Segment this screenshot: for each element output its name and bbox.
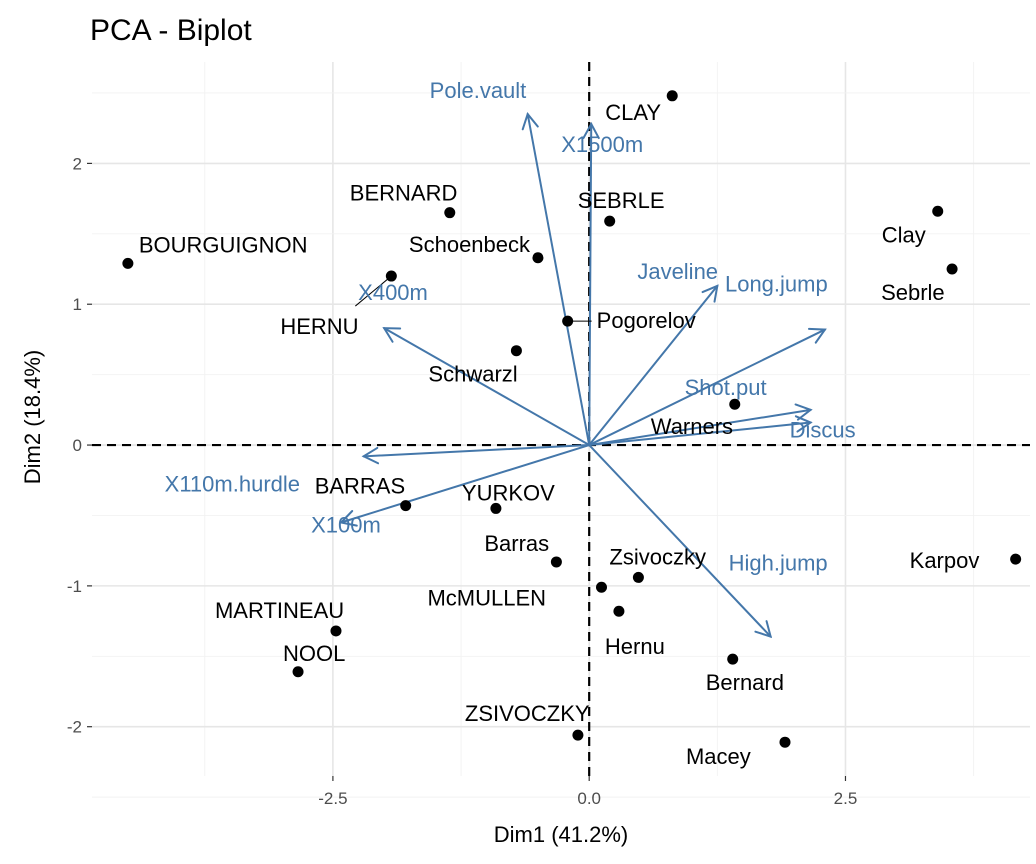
arrowhead-pole-vault xyxy=(521,112,539,131)
y-tick-label: 2 xyxy=(73,154,82,173)
arrowhead-high-jump xyxy=(754,620,773,639)
point-schwarzl xyxy=(510,345,522,357)
point-label-sebrle: Sebrle xyxy=(881,280,945,305)
point-warners xyxy=(729,398,741,410)
point-label-pogorelov: Pogorelov xyxy=(597,308,696,333)
point-label-barras: Barras xyxy=(484,531,549,556)
point-hernu xyxy=(613,605,625,617)
variable-label-x100m: X100m xyxy=(311,513,381,538)
arrow-high-jump xyxy=(588,444,772,638)
point-label-bourguignon: BOURGUIGNON xyxy=(139,232,308,257)
point-label-nool: NOOL xyxy=(283,641,345,666)
point-label-yurkov: YURKOV xyxy=(462,480,555,505)
point-hernu xyxy=(385,270,397,282)
arrow-pole-vault xyxy=(526,113,591,447)
point-label-zsivoczky: ZSIVOCZKY xyxy=(465,701,590,726)
variable-label-discus: Discus xyxy=(790,418,856,443)
arrowhead-x110m-hurdle xyxy=(361,446,380,465)
variable-label-javeline: Javeline xyxy=(637,259,718,284)
variable-label-high-jump: High.jump xyxy=(729,551,828,576)
point-mcmullen xyxy=(595,581,607,593)
point-barras xyxy=(550,556,562,568)
point-martineau xyxy=(330,625,342,637)
arrowhead-discus xyxy=(794,415,813,433)
y-tick-label: -2 xyxy=(67,718,82,737)
x-tick-label: 0.0 xyxy=(577,789,601,808)
variable-label-x110m-hurdle: X110m.hurdle xyxy=(165,471,300,496)
point-label-schoenbeck: Schoenbeck xyxy=(409,232,531,257)
variable-label-x400m: X400m xyxy=(358,280,428,305)
point-zsivoczky xyxy=(572,729,584,741)
variable-label-long-jump: Long.jump xyxy=(725,272,828,297)
x-tick-label: 2.5 xyxy=(834,789,858,808)
label-leader-line xyxy=(355,275,392,307)
point-clay xyxy=(932,205,944,217)
y-tick-label: 0 xyxy=(73,436,82,455)
point-sebrle xyxy=(604,215,616,227)
reference-lines xyxy=(92,62,1030,776)
point-label-bernard: Bernard xyxy=(706,670,784,695)
point-schoenbeck xyxy=(532,252,544,264)
point-label-barras: BARRAS xyxy=(315,474,405,499)
arrowhead-shot-put xyxy=(794,403,813,421)
arrowhead-x100m xyxy=(339,510,358,527)
point-label-martineau: MARTINEAU xyxy=(215,598,344,623)
variable-arrows xyxy=(339,112,827,639)
point-label-schwarzl: Schwarzl xyxy=(428,362,517,387)
chart-title: PCA - Biplot xyxy=(90,14,252,47)
arrowhead-x400m xyxy=(382,327,402,343)
point-label-karpov: Karpov xyxy=(910,548,980,573)
variable-label-pole-vault: Pole.vault xyxy=(430,78,527,103)
arrow-long-jump xyxy=(588,328,826,447)
arrowhead-x1500m xyxy=(582,121,600,140)
point-clay xyxy=(666,90,678,102)
point-label-macey: Macey xyxy=(686,744,751,769)
arrow-discus xyxy=(588,421,812,447)
y-tick-label: 1 xyxy=(73,295,82,314)
point-label-bernard: BERNARD xyxy=(350,181,458,206)
point-barras xyxy=(400,500,412,512)
point-label-zsivoczky: Zsivoczky xyxy=(609,544,706,569)
y-axis-title: Dim2 (18.4%) xyxy=(20,350,45,484)
point-pogorelov xyxy=(562,315,574,327)
variable-label-shot-put: Shot.put xyxy=(685,375,767,400)
point-label-hernu: HERNU xyxy=(280,314,358,339)
point-bourguignon xyxy=(122,257,134,269)
arrow-x110m-hurdle xyxy=(362,444,591,458)
arrow-javeline xyxy=(588,284,719,447)
arrow-x100m xyxy=(340,444,591,524)
arrow-shot-put xyxy=(588,408,812,447)
arrow-x400m xyxy=(383,327,591,447)
point-label-warners: Warners xyxy=(651,414,733,439)
point-karpov xyxy=(1010,553,1022,565)
y-tick-label: -1 xyxy=(67,577,82,596)
point-label-clay: CLAY xyxy=(605,100,661,125)
x-tick-label: -2.5 xyxy=(318,789,347,808)
arrowhead-long-jump xyxy=(807,327,827,344)
axes: -2.5 0.0 2.5 -2 -1 0 1 2 xyxy=(67,154,857,808)
point-nool xyxy=(292,666,304,678)
point-label-mcmullen: McMULLEN xyxy=(427,585,546,610)
point-zsivoczky xyxy=(632,571,644,583)
individual-points: SEBRLE CLAY BERNARD YURKOV ZSIVOCZKY McMULLEN… xyxy=(122,90,1022,769)
arrow-x1500m xyxy=(588,122,593,447)
point-bernard xyxy=(444,207,456,219)
arrowhead-javeline xyxy=(701,284,719,303)
point-label-clay: Clay xyxy=(882,222,926,247)
point-label-sebrle: SEBRLE xyxy=(578,188,665,213)
point-macey xyxy=(779,736,791,748)
point-label-hernu: Hernu xyxy=(605,634,665,659)
variable-label-x1500m: X1500m xyxy=(561,132,643,157)
variable-labels: X100m Long.jump Shot.put High.jump X400m X110… xyxy=(165,78,856,575)
point-sebrle xyxy=(946,263,958,275)
x-axis-title: Dim1 (41.2%) xyxy=(494,822,628,847)
point-bernard xyxy=(727,653,739,665)
point-yurkov xyxy=(490,502,502,514)
